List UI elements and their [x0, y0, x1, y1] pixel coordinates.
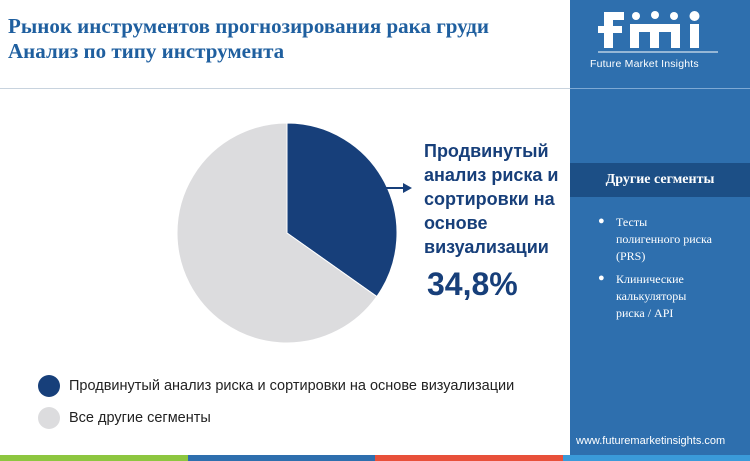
website-link[interactable]: www.futuremarketinsights.com: [576, 435, 726, 447]
page-title: Рынок инструментов прогнозирования рака …: [8, 14, 568, 64]
legend-swatch: [38, 375, 60, 397]
segment-text-line: риска / API: [616, 306, 674, 320]
highlight-label-line: сортировки на: [424, 189, 555, 209]
segment-text-line: калькуляторы: [616, 289, 687, 303]
pie-slice: [176, 122, 378, 344]
title-divider: [0, 88, 570, 89]
highlight-label-line: анализ риска и: [424, 165, 559, 185]
fmi-logo-icon: [598, 11, 718, 53]
strip-segment: [0, 455, 188, 461]
title-line-1: Рынок инструментов прогнозирования рака …: [8, 14, 490, 38]
segment-text-line: (PRS): [616, 249, 646, 263]
fmi-logo-text: Future Market Insights: [590, 58, 699, 70]
other-segments-header: Другие сегменты: [570, 163, 750, 197]
strip-segment: [562, 455, 750, 461]
panel-divider: [570, 88, 750, 89]
pie-slice: [286, 122, 398, 298]
legend-item: Все другие сегменты: [38, 404, 514, 432]
bullet-icon: ●: [598, 215, 605, 227]
legend-label: Продвинутый анализ риска и сортировки на…: [69, 378, 515, 394]
highlight-segment-value: 34,8%: [427, 266, 518, 302]
pie-chart: [176, 122, 412, 344]
segment-text-line: Тесты: [616, 215, 648, 229]
bottom-color-strip: [0, 455, 750, 461]
highlight-label-line: Продвинутый: [424, 141, 549, 161]
other-segments-list: ● Тесты полигенного риска (PRS) ● Клинич…: [596, 214, 746, 328]
bullet-icon: ●: [598, 272, 605, 284]
highlight-segment-label: Продвинутый анализ риска и сортировки на…: [424, 139, 574, 259]
highlight-label-line: визуализации: [424, 237, 549, 257]
legend-label: Все другие сегменты: [69, 410, 211, 426]
highlight-label-line: основе: [424, 213, 488, 233]
pie-slices: [176, 122, 398, 344]
fmi-logo: Future Market Insights: [570, 0, 750, 90]
strip-segment: [375, 455, 563, 461]
callout-arrow: [386, 183, 412, 193]
strip-segment: [187, 455, 375, 461]
segment-text-line: полигенного риска: [616, 232, 712, 246]
side-panel: Future Market Insights Другие сегменты ●…: [570, 0, 750, 455]
legend-swatch: [38, 407, 60, 429]
chart-legend: Продвинутый анализ риска и сортировки на…: [38, 372, 514, 436]
segment-item: ● Клинические калькуляторы риска / API: [596, 271, 746, 322]
segment-item: ● Тесты полигенного риска (PRS): [596, 214, 746, 265]
segment-text-line: Клинические: [616, 272, 684, 286]
legend-item: Продвинутый анализ риска и сортировки на…: [38, 372, 514, 400]
title-line-2: Анализ по типу инструмента: [8, 39, 285, 63]
